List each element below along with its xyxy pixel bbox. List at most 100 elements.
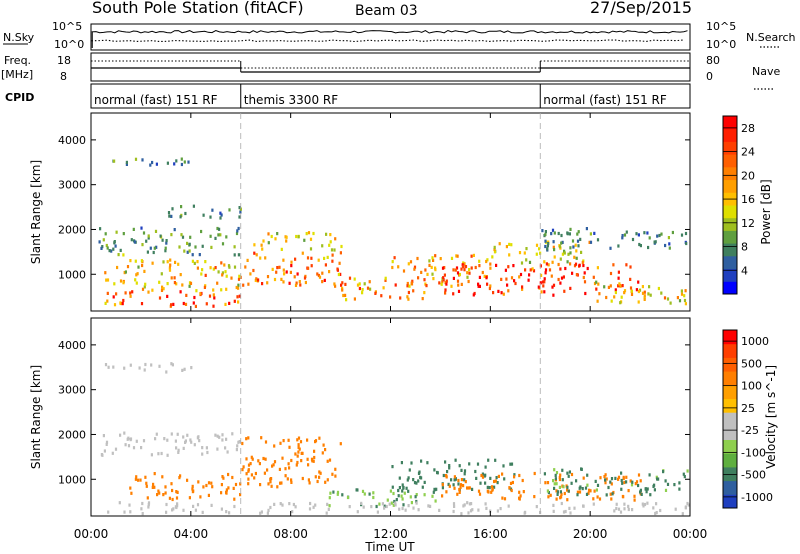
range-cell xyxy=(543,260,546,264)
range-cell xyxy=(218,435,221,439)
range-cell xyxy=(140,302,144,306)
range-cell xyxy=(328,270,331,274)
range-cell xyxy=(263,471,266,475)
range-cell xyxy=(566,471,569,475)
range-cell xyxy=(609,492,612,496)
range-cell xyxy=(392,503,395,507)
cpid-segment-label: themis 3300 RF xyxy=(244,93,338,107)
range-cell xyxy=(545,262,548,266)
range-cell xyxy=(282,280,285,284)
range-cell xyxy=(112,365,115,369)
range-cell xyxy=(245,457,248,461)
range-cell xyxy=(212,293,215,297)
range-cell xyxy=(135,281,138,285)
range-cell xyxy=(639,479,642,483)
range-cell xyxy=(279,441,282,445)
range-cell xyxy=(236,444,239,448)
range-cell xyxy=(319,471,322,475)
range-cell xyxy=(257,459,260,463)
range-cell xyxy=(123,510,126,514)
range-cell xyxy=(242,283,245,287)
range-cell xyxy=(445,279,448,283)
range-cell xyxy=(181,368,184,372)
range-cell xyxy=(290,480,293,484)
range-cell xyxy=(188,249,191,253)
range-cell xyxy=(225,235,228,239)
range-cell xyxy=(621,236,624,240)
range-cell xyxy=(447,482,450,486)
range-cell xyxy=(478,284,481,288)
range-cell xyxy=(525,258,528,262)
range-cell xyxy=(407,297,410,301)
range-cell xyxy=(389,489,392,493)
range-cell xyxy=(460,478,463,482)
range-cell xyxy=(173,276,176,280)
range-cell xyxy=(328,458,332,462)
range-cell xyxy=(202,213,205,217)
range-cell xyxy=(423,278,426,282)
range-cell xyxy=(180,233,183,237)
colorbar-tick-label: 500 xyxy=(741,357,762,370)
range-cell xyxy=(477,489,481,493)
range-cell xyxy=(194,245,197,249)
range-cell xyxy=(509,462,512,466)
range-cell xyxy=(623,233,627,237)
range-cell xyxy=(584,486,588,490)
range-cell xyxy=(254,471,257,476)
range-cell xyxy=(443,273,446,277)
range-cell xyxy=(401,506,404,511)
range-cell xyxy=(301,451,304,455)
range-cell xyxy=(346,495,350,500)
range-cell xyxy=(501,472,504,476)
range-cell xyxy=(639,488,642,492)
range-cell xyxy=(183,160,186,164)
range-cell xyxy=(442,473,445,478)
range-cell xyxy=(262,239,265,243)
range-cell xyxy=(596,238,600,242)
range-cell xyxy=(161,238,164,242)
range-cell xyxy=(372,495,375,500)
range-cell xyxy=(201,452,204,456)
range-cell xyxy=(563,491,566,496)
range-cell xyxy=(477,282,480,286)
range-cell xyxy=(326,502,329,506)
range-cell xyxy=(620,487,623,491)
range-cell xyxy=(438,508,441,512)
range-cell xyxy=(260,436,263,440)
range-cell xyxy=(529,268,532,272)
range-cell xyxy=(363,282,366,286)
range-cell xyxy=(569,262,572,266)
range-cell xyxy=(621,234,624,238)
nsky-label: N.Sky xyxy=(3,31,35,44)
range-cell xyxy=(684,505,687,509)
range-cell xyxy=(468,271,471,275)
range-cell xyxy=(576,239,580,243)
range-cell xyxy=(664,243,667,248)
range-cell xyxy=(181,283,184,287)
range-cell xyxy=(114,244,117,248)
range-cell xyxy=(344,282,347,286)
range-cell xyxy=(427,504,430,508)
range-cell xyxy=(681,512,684,516)
range-cell xyxy=(420,476,423,480)
range-cell xyxy=(181,235,185,239)
range-cell xyxy=(575,256,578,260)
range-cell xyxy=(196,260,199,264)
range-cell xyxy=(617,477,620,481)
range-cell xyxy=(550,274,553,278)
range-cell xyxy=(561,468,564,472)
range-cell xyxy=(583,271,586,275)
range-cell xyxy=(119,279,123,283)
range-cell xyxy=(115,230,118,234)
range-cell xyxy=(467,486,470,490)
range-cell xyxy=(129,486,132,490)
range-cell xyxy=(596,495,599,499)
range-cell xyxy=(247,468,250,472)
range-cell xyxy=(146,496,149,500)
range-cell xyxy=(113,241,116,245)
range-cell xyxy=(655,502,658,506)
range-cell xyxy=(362,505,365,509)
range-cell xyxy=(391,485,394,489)
range-cell xyxy=(595,488,598,492)
range-cell xyxy=(341,493,344,497)
